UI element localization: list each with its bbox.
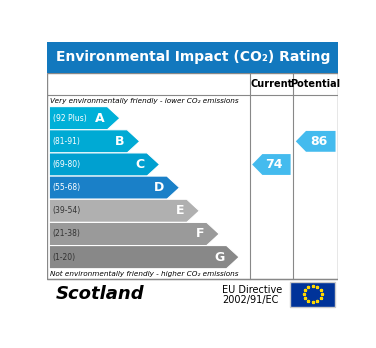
Polygon shape [252,154,291,175]
Text: Environmental Impact (CO₂) Rating: Environmental Impact (CO₂) Rating [56,50,330,64]
Text: D: D [154,181,165,194]
Text: E: E [176,204,185,217]
Text: (55-68): (55-68) [53,183,81,192]
Polygon shape [49,199,199,222]
Polygon shape [49,176,179,199]
Bar [47,73,338,279]
Text: Very environmentally friendly - lower CO₂ emissions: Very environmentally friendly - lower CO… [50,98,238,104]
Text: (69-80): (69-80) [53,160,81,169]
Polygon shape [49,222,219,246]
Text: EU Directive: EU Directive [222,285,282,295]
Text: 86: 86 [310,135,327,148]
Text: (92 Plus): (92 Plus) [53,114,86,123]
Polygon shape [49,246,239,269]
Text: C: C [136,158,145,171]
Text: Current: Current [250,79,293,89]
Text: (81-91): (81-91) [53,137,81,146]
Text: Potential: Potential [291,79,341,89]
Text: Scotland: Scotland [56,285,144,303]
Bar [290,282,335,307]
Polygon shape [49,130,140,153]
Text: B: B [115,135,125,148]
Text: 2002/91/EC: 2002/91/EC [222,295,278,306]
Text: 74: 74 [265,158,283,171]
Text: Not environmentally friendly - higher CO₂ emissions: Not environmentally friendly - higher CO… [50,271,238,277]
Text: G: G [214,251,224,264]
Polygon shape [49,153,160,176]
Text: (21-38): (21-38) [53,229,81,238]
Text: F: F [196,228,204,240]
Polygon shape [49,106,120,130]
Text: A: A [96,112,105,125]
Text: (1-20): (1-20) [53,253,76,262]
Polygon shape [296,131,335,152]
Text: (39-54): (39-54) [53,206,81,215]
Bar [47,42,338,73]
